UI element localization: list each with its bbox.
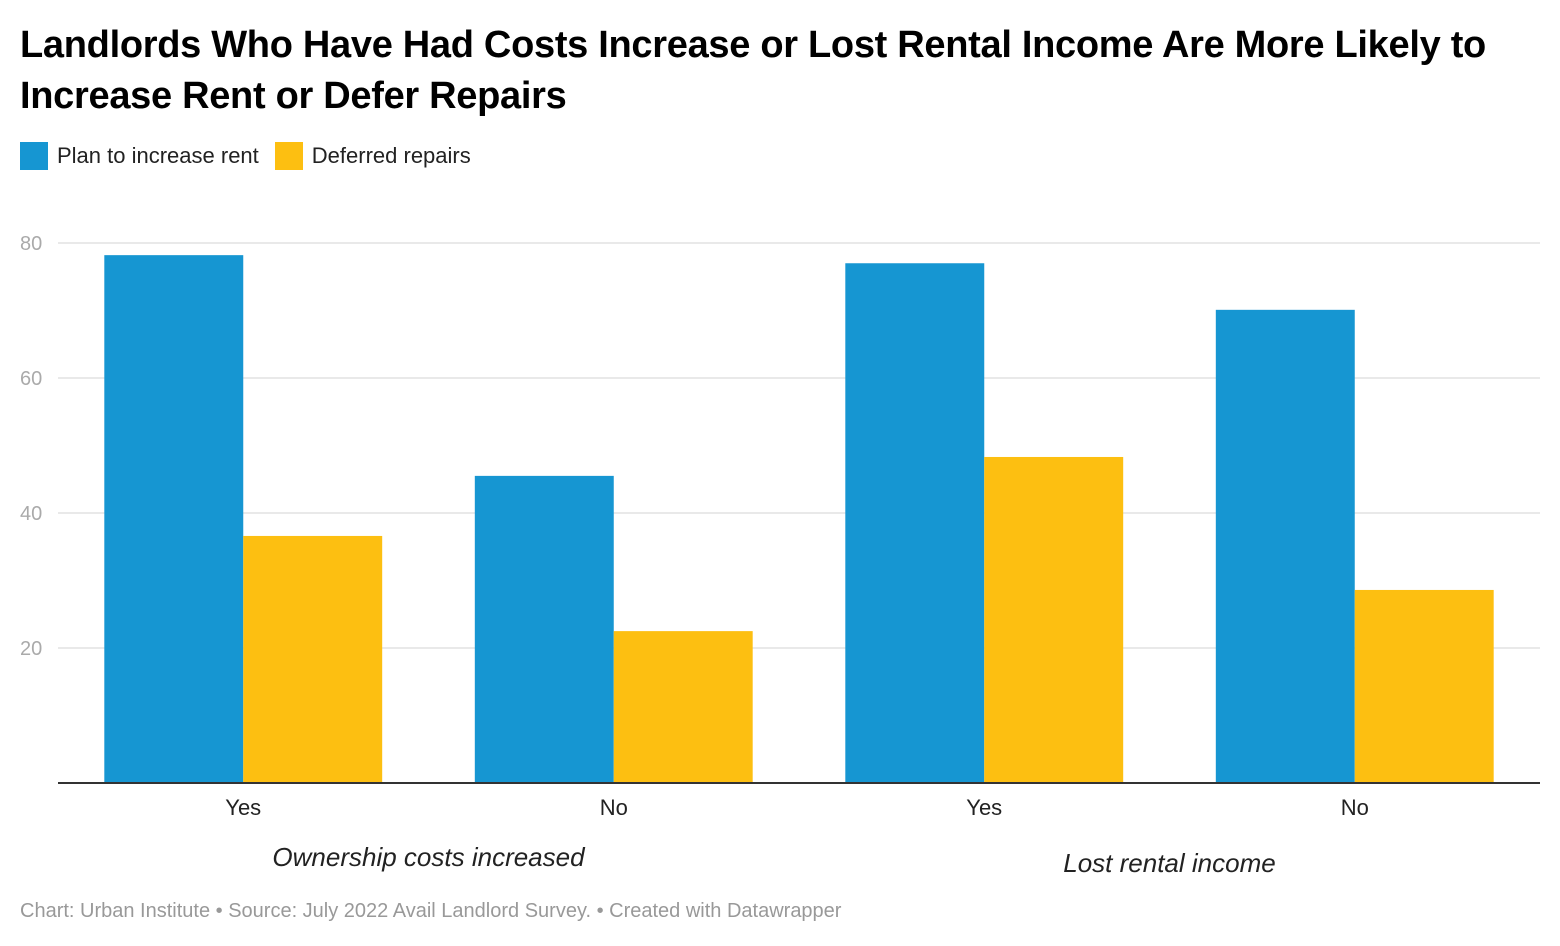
footer-credit: Chart: Urban Institute • Source: July 20… (20, 900, 842, 922)
y-tick-label: 40 (20, 503, 42, 525)
x-tick-label: No (1341, 795, 1369, 820)
chart-title: Landlords Who Have Had Costs Increase or… (20, 24, 1486, 117)
x-tick-label: Yes (225, 795, 261, 820)
group-label: Ownership costs increased (272, 842, 586, 872)
legend-item-rent: Plan to increase rent (20, 142, 259, 170)
legend-label-repairs: Deferred repairs (311, 143, 471, 168)
bar (1215, 309, 1355, 783)
bar (984, 456, 1124, 783)
bar (613, 631, 753, 783)
bar (845, 263, 985, 783)
group-label: Lost rental income (1063, 848, 1275, 878)
legend: Plan to increase rent Deferred repairs (20, 142, 471, 170)
bar (104, 255, 244, 783)
x-tick-label: No (600, 795, 628, 820)
y-tick-label: 20 (20, 638, 42, 660)
x-tick-label: Yes (966, 795, 1002, 820)
legend-label-rent: Plan to increase rent (57, 143, 259, 168)
legend-swatch-rent (20, 142, 48, 170)
bar (1354, 589, 1494, 783)
y-tick-label: 60 (20, 368, 42, 390)
legend-item-repairs: Deferred repairs (274, 142, 471, 170)
legend-swatch-repairs (274, 142, 303, 170)
bar (243, 535, 383, 783)
y-tick-label: 80 (20, 233, 42, 255)
bar (474, 475, 614, 783)
